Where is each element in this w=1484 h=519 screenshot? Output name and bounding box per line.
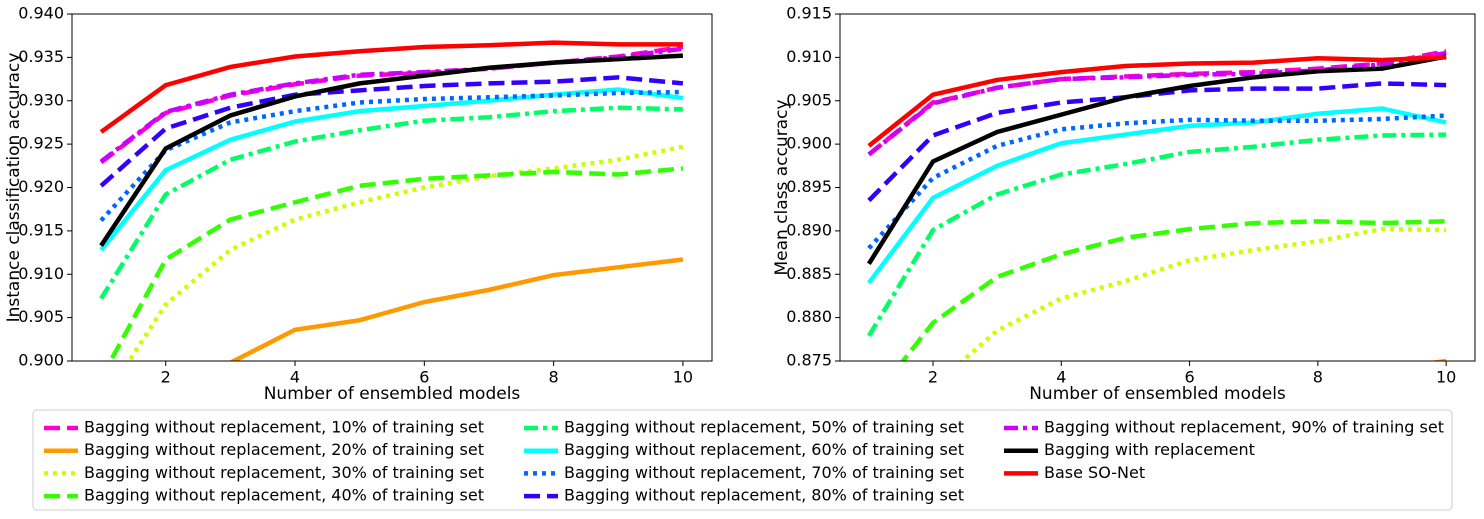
line [99, 105, 683, 300]
line [228, 257, 684, 361]
line [99, 75, 684, 188]
y-tick-label: 0.915 [786, 4, 832, 23]
y-tick-label: 0.890 [786, 220, 832, 239]
y-tick-label: 0.900 [18, 351, 64, 370]
line [866, 54, 1447, 266]
x-tick-label: 6 [1184, 368, 1194, 387]
y-tick-label: 0.900 [786, 134, 832, 153]
legend-label: Bagging without replacement, 30% of trai… [84, 463, 484, 482]
x-tick-label: 6 [419, 368, 429, 387]
line [107, 166, 684, 361]
y-tick-label: 0.875 [786, 351, 832, 370]
x-tick-label: 4 [1056, 368, 1066, 387]
x-axis-label: Number of ensembled models [264, 384, 521, 404]
legend-label: Base SO-Net [1044, 463, 1145, 482]
y-tick-label: 0.935 [18, 47, 64, 66]
line [867, 55, 1447, 148]
x-tick-label: 4 [290, 368, 300, 387]
legend-label: Bagging without replacement, 20% of trai… [84, 440, 484, 459]
y-tick-label: 0.880 [786, 307, 832, 326]
line [867, 81, 1447, 203]
legend-label: Bagging without replacement, 60% of trai… [564, 440, 964, 459]
legend-label: Bagging without replacement, 80% of trai… [564, 486, 964, 505]
x-axis-label: Number of ensembled models [1029, 384, 1286, 404]
x-tick-label: 2 [928, 368, 938, 387]
legend-label: Bagging without replacement, 40% of trai… [84, 486, 484, 505]
y-tick-label: 0.915 [18, 220, 64, 239]
legend-label: Bagging without replacement, 50% of trai… [564, 418, 964, 437]
y-tick-label: 0.940 [18, 4, 64, 23]
legend-label: Bagging with replacement [1044, 440, 1255, 459]
legend-label: Bagging without replacement, 10% of trai… [84, 418, 484, 437]
plot-area [866, 49, 1447, 361]
y-tick-label: 0.895 [786, 177, 832, 196]
line [99, 89, 683, 222]
y-tick-label: 0.905 [786, 90, 832, 109]
legend-label: Bagging without replacement, 90% of trai… [1044, 418, 1444, 437]
y-tick-label: 0.920 [18, 177, 64, 196]
line [126, 144, 684, 361]
x-tick-label: 10 [1436, 368, 1456, 387]
x-tick-label: 2 [161, 368, 171, 387]
y-tick-label: 0.910 [18, 264, 64, 283]
y-tick-label: 0.930 [18, 90, 64, 109]
y-tick-label: 0.910 [786, 47, 832, 66]
line [867, 50, 1447, 157]
line [99, 46, 684, 164]
line [99, 53, 684, 247]
line [99, 87, 684, 252]
x-tick-label: 8 [549, 368, 559, 387]
x-tick-label: 8 [1313, 368, 1323, 387]
y-axis-label: Instance classification accuracy [4, 53, 24, 323]
line [900, 219, 1447, 361]
line [99, 40, 683, 134]
line [867, 106, 1447, 285]
y-tick-label: 0.885 [786, 264, 832, 283]
legend-label: Bagging without replacement, 70% of trai… [564, 463, 964, 482]
x-tick-label: 10 [673, 368, 693, 387]
line [866, 132, 1447, 338]
y-axis-label: Mean class accuracy [772, 99, 792, 275]
line [867, 113, 1447, 250]
plot-area [99, 40, 684, 361]
y-tick-label: 0.925 [18, 134, 64, 153]
legend-box [32, 409, 1453, 511]
y-tick-label: 0.905 [18, 307, 64, 326]
